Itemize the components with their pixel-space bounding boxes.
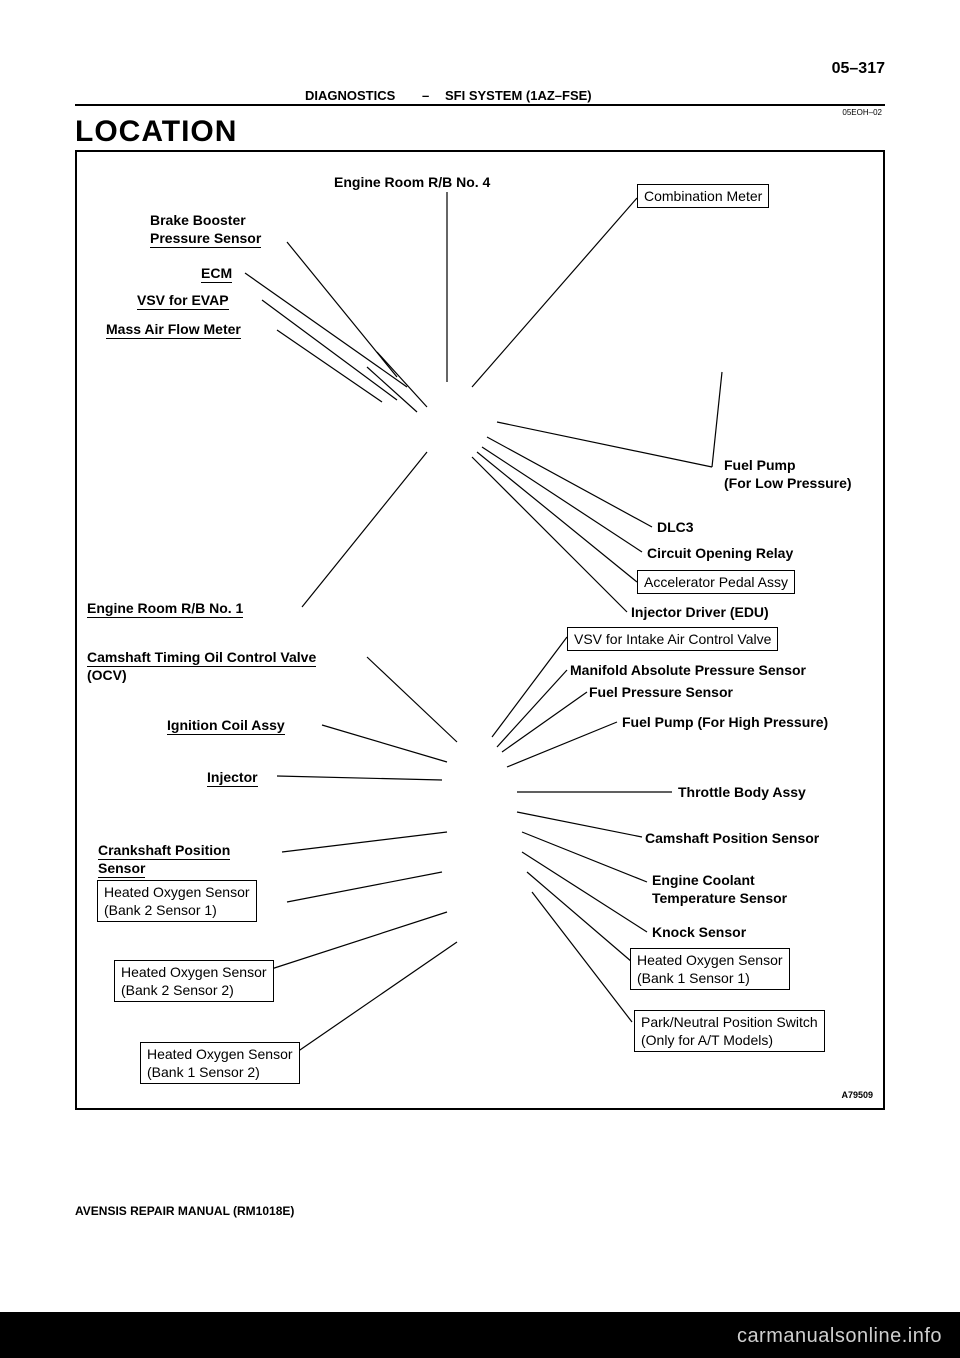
label-vsv-intake: VSV for Intake Air Control Valve [567,627,778,651]
line-combination-meter [472,198,637,387]
page-number: 05–317 [832,60,885,78]
label-fuel-pressure: Fuel Pressure Sensor [589,684,733,702]
footer: AVENSIS REPAIR MANUAL (RM1018E) [75,1204,294,1218]
line-brake-booster [287,242,397,377]
line-manifold [497,670,567,747]
label-fplow-l2: (For Low Pressure) [724,475,852,491]
line-b2s2 [262,912,447,972]
label-coolant-l1: Engine Coolant [652,872,755,888]
header-section-left: DIAGNOSTICS [305,88,395,103]
label-b1s2-l1: Heated Oxygen Sensor [147,1046,293,1062]
label-crankshaft: Crankshaft Position Sensor [98,842,230,877]
line-b1s2 [297,942,457,1052]
label-ecm-t: ECM [201,265,232,283]
header-dash: – [422,88,429,103]
diagram-code: A79509 [841,1090,873,1100]
line-vsv-evap [262,300,397,400]
line-dlc3 [487,437,652,527]
watermark-text: carmanualsonline.info [737,1325,942,1348]
line-accel [477,452,637,582]
label-pn-l1: Park/Neutral Position Switch [641,1014,818,1030]
watermark-bar: carmanualsonline.info [0,1312,960,1358]
line-fuelpump-low-b [712,372,722,467]
label-engine-coolant: Engine Coolant Temperature Sensor [652,872,787,907]
label-fuelpump-low: Fuel Pump (For Low Pressure) [724,457,852,492]
line-coolant [522,832,647,882]
line-edu [472,457,627,612]
label-brake-l1: Brake Booster [150,212,246,228]
label-throttle-body: Throttle Body Assy [678,784,806,802]
label-ho2-b1s1: Heated Oxygen Sensor (Bank 1 Sensor 1) [630,948,790,990]
label-engine-rb1: Engine Room R/B No. 1 [87,600,243,618]
label-crank-l2: Sensor [98,860,145,878]
header-system: SFI SYSTEM (1AZ–FSE) [445,88,592,105]
line-camshaft [517,812,642,837]
label-b1s1-l1: Heated Oxygen Sensor [637,952,783,968]
label-camshaft-pos: Camshaft Position Sensor [645,830,819,848]
label-engine-rb4: Engine Room R/B No. 4 [334,174,490,192]
label-mass-air: Mass Air Flow Meter [106,321,241,339]
label-b1s2-l2: (Bank 1 Sensor 2) [147,1064,260,1080]
line-b1s1 [527,872,632,962]
label-vsv-evap-t: VSV for EVAP [137,292,229,310]
line-circuit-open [482,447,642,552]
label-pn-l2: (Only for A/T Models) [641,1032,773,1048]
label-fuelpump-high: Fuel Pump (For High Pressure) [622,714,828,732]
label-manifold-abs: Manifold Absolute Pressure Sensor [570,662,806,680]
header-underline [75,104,885,106]
label-ignition-t: Ignition Coil Assy [167,717,285,735]
page: 05–317 DIAGNOSTICS – SFI SYSTEM (1AZ–FSE… [0,0,960,1358]
label-b2s1-l1: Heated Oxygen Sensor [104,884,250,900]
label-ignition-coil: Ignition Coil Assy [167,717,285,735]
label-b2s2-l2: (Bank 2 Sensor 2) [121,982,234,998]
header-diagnostics: DIAGNOSTICS [305,88,395,105]
label-ecm: ECM [201,265,232,283]
label-park-neutral: Park/Neutral Position Switch (Only for A… [634,1010,825,1052]
label-brake-l2: Pressure Sensor [150,230,261,248]
label-camshaft-ocv: Camshaft Timing Oil Control Valve (OCV) [87,649,316,684]
label-mass-air-t: Mass Air Flow Meter [106,321,241,339]
label-b1s1-l2: (Bank 1 Sensor 1) [637,970,750,986]
label-ocv-l2: (OCV) [87,667,127,683]
header-section-right: SFI SYSTEM (1AZ–FSE) [445,88,592,103]
label-vsv-evap: VSV for EVAP [137,292,229,310]
label-combination-meter: Combination Meter [637,184,769,208]
label-injector: Injector [207,769,258,787]
label-injector-driver: Injector Driver (EDU) [631,604,769,622]
line-ignition [322,725,447,762]
line-parkneutral [532,892,632,1022]
page-title: LOCATION [75,115,237,149]
line-mass-air [277,330,382,402]
label-ho2-b2s1: Heated Oxygen Sensor (Bank 2 Sensor 1) [97,880,257,922]
line-knock [522,852,647,932]
line-rb1 [302,452,427,607]
label-circuit-opening: Circuit Opening Relay [647,545,793,563]
label-brake-booster: Brake Booster Pressure Sensor [150,212,261,247]
line-crank [282,832,447,852]
label-crank-l1: Crankshaft Position [98,842,230,860]
label-fplow-l1: Fuel Pump [724,457,796,473]
label-accel-pedal: Accelerator Pedal Assy [637,570,795,594]
label-dlc3: DLC3 [657,519,694,537]
label-ocv-l1: Camshaft Timing Oil Control Valve [87,649,316,667]
line-ocv [367,657,457,742]
line-b2s1-h [287,872,442,902]
label-injector-t: Injector [207,769,258,787]
label-rb1-t: Engine Room R/B No. 1 [87,600,243,618]
line-fphigh [507,722,617,767]
label-ho2-b2s2: Heated Oxygen Sensor (Bank 2 Sensor 2) [114,960,274,1002]
label-b2s1-l2: (Bank 2 Sensor 1) [104,902,217,918]
label-knock: Knock Sensor [652,924,746,942]
line-spray1 [367,367,417,412]
diagram-frame: Engine Room R/B No. 4 Combination Meter … [75,150,885,1110]
label-b2s2-l1: Heated Oxygen Sensor [121,964,267,980]
line-vsv-intake [492,637,567,737]
label-ho2-b1s2: Heated Oxygen Sensor (Bank 1 Sensor 2) [140,1042,300,1084]
label-coolant-l2: Temperature Sensor [652,890,787,906]
line-fuel-press [502,692,587,752]
doc-code: 05EOH–02 [842,108,882,117]
line-injector [277,776,442,780]
